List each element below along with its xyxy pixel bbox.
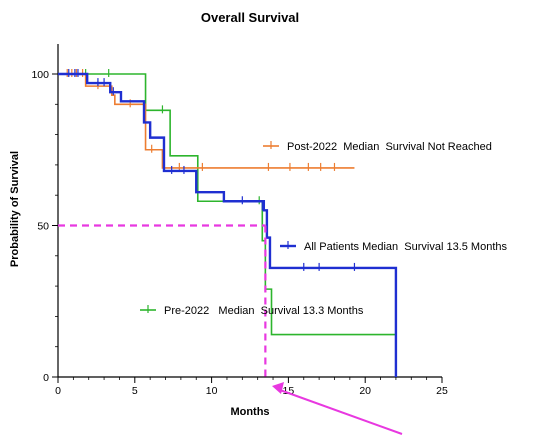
y-axis-label: Probability of Survival bbox=[9, 151, 21, 267]
y-tick-label: 100 bbox=[31, 69, 49, 81]
y-tick-label: 0 bbox=[43, 372, 49, 384]
all-patients-legend-label: All Patients Median Survival 13.5 Months bbox=[304, 241, 507, 253]
x-tick-label: 10 bbox=[206, 385, 218, 397]
pre-2022-legend-label: Pre-2022 Median Survival 13.3 Months bbox=[164, 305, 364, 317]
arrow-shaft bbox=[279, 389, 403, 435]
x-tick-label: 25 bbox=[436, 385, 448, 397]
post-2022-legend-label: Post-2022 Median Survival Not Reached bbox=[287, 141, 492, 153]
x-axis-label: Months bbox=[230, 406, 269, 418]
plot-area: 0 5 10 15 20 25 0 50 100 Post-2022 Median Surviva… bbox=[31, 44, 507, 435]
x-tick-label: 0 bbox=[55, 385, 61, 397]
post-2022-curve bbox=[58, 73, 355, 169]
all-patients-curve bbox=[58, 72, 398, 377]
x-tick-label: 15 bbox=[283, 385, 295, 397]
arrow-head bbox=[272, 382, 284, 394]
x-tick-label: 20 bbox=[359, 385, 371, 397]
chart-title: Overall Survival bbox=[201, 10, 299, 25]
x-tick-label: 5 bbox=[132, 385, 138, 397]
y-tick-label: 50 bbox=[37, 221, 49, 233]
